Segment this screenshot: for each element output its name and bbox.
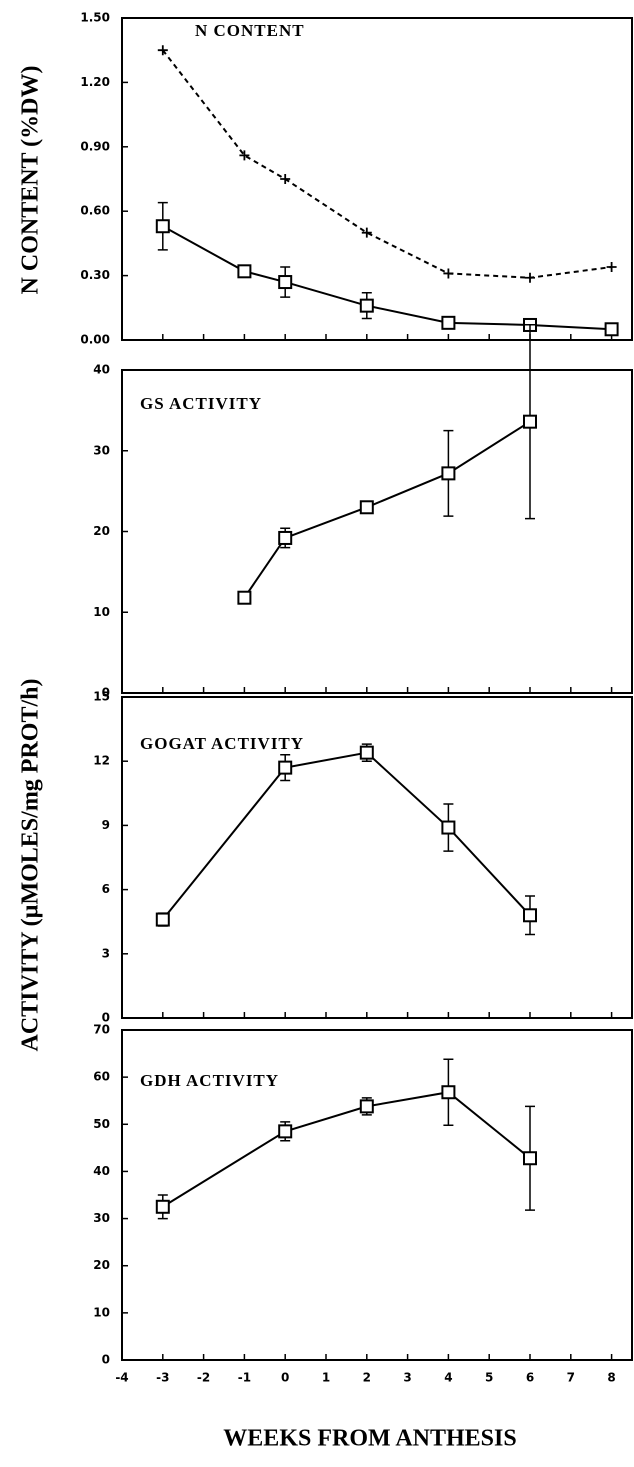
- marker: [523, 908, 537, 923]
- marker: [359, 500, 374, 515]
- marker: [239, 150, 250, 161]
- y-tick-label: 10: [93, 1305, 110, 1319]
- marker: [237, 264, 252, 279]
- data-line: [162, 1091, 531, 1208]
- y-tick-label: 0.60: [80, 204, 110, 218]
- y-tick-label: 40: [93, 1164, 110, 1178]
- plot-frame: [121, 17, 633, 341]
- y-tick-label: 1.50: [80, 11, 110, 25]
- marker: [278, 1124, 293, 1139]
- marker: [237, 590, 252, 605]
- marker: [523, 1151, 537, 1166]
- x-tick-label: 0: [281, 1371, 289, 1385]
- marker: [441, 315, 456, 330]
- marker: [441, 466, 456, 481]
- marker: [359, 745, 374, 760]
- marker: [604, 322, 619, 337]
- y-tick-label: 50: [93, 1117, 110, 1131]
- panel-title: GS ACTIVITY: [140, 394, 262, 413]
- data-line: [162, 751, 531, 921]
- marker: [155, 912, 170, 927]
- marker: [441, 820, 456, 835]
- marker: [443, 268, 454, 279]
- x-tick-label: 5: [485, 1371, 493, 1385]
- y-tick-label: 10: [93, 605, 110, 619]
- marker: [278, 530, 293, 545]
- y-tick-label: 1.20: [80, 75, 110, 89]
- x-tick-label: 8: [607, 1371, 615, 1385]
- y-tick-label: 3: [102, 946, 110, 960]
- marker: [525, 272, 535, 283]
- marker: [157, 45, 168, 56]
- y-tick-label: 30: [93, 443, 110, 457]
- plot-frame: [121, 1029, 633, 1361]
- y-tick-label: 6: [102, 882, 110, 896]
- y-tick-label: 12: [93, 754, 110, 768]
- y-tick-label: 0.00: [80, 333, 110, 347]
- y-tick-label: 70: [93, 1023, 110, 1037]
- plot-frame: [121, 696, 633, 1019]
- marker: [361, 227, 372, 238]
- y-axis-label: N CONTENT (%DW): [18, 66, 44, 295]
- data-line: [243, 420, 531, 599]
- y-tick-label: 0: [102, 686, 110, 700]
- marker: [359, 1099, 374, 1114]
- y-tick-label: 15: [93, 690, 110, 704]
- x-tick-label: -3: [156, 1371, 169, 1385]
- x-tick-label: 1: [322, 1371, 330, 1385]
- x-tick-label: 3: [403, 1371, 411, 1385]
- x-tick-label: 7: [567, 1371, 575, 1385]
- x-tick-label: 4: [444, 1371, 452, 1385]
- x-axis-label: WEEKS FROM ANTHESIS: [223, 1426, 516, 1452]
- x-tick-label: -4: [115, 1371, 128, 1385]
- marker: [155, 219, 170, 234]
- plot-frame: [121, 369, 633, 694]
- panel-title: GOGAT ACTIVITY: [140, 734, 304, 753]
- y-tick-label: 0.90: [80, 139, 110, 153]
- x-tick-label: -2: [197, 1371, 210, 1385]
- y-tick-label: 0.30: [80, 268, 110, 282]
- panel-title: N CONTENT: [195, 21, 305, 40]
- x-tick-label: 2: [363, 1371, 371, 1385]
- y-axis-label: ACTIVITY (µMOLES/mg PROT/h): [18, 679, 44, 1052]
- y-tick-label: 20: [93, 1258, 110, 1272]
- panel-title: GDH ACTIVITY: [140, 1071, 279, 1090]
- x-tick-label: 6: [526, 1371, 534, 1385]
- y-tick-label: 9: [102, 818, 110, 832]
- marker: [523, 414, 537, 429]
- y-tick-label: 0: [102, 1353, 110, 1367]
- marker: [278, 760, 293, 775]
- marker: [441, 1085, 456, 1100]
- y-tick-label: 20: [93, 524, 110, 538]
- y-tick-label: 40: [93, 363, 110, 377]
- y-tick-label: 0: [102, 1011, 110, 1025]
- marker: [155, 1199, 170, 1214]
- marker: [280, 174, 291, 184]
- x-tick-label: -1: [238, 1371, 251, 1385]
- data-line: [162, 225, 612, 331]
- y-tick-label: 60: [93, 1070, 110, 1084]
- y-tick-label: 30: [93, 1211, 110, 1225]
- data-line: [162, 49, 612, 279]
- marker: [278, 275, 293, 290]
- marker: [606, 262, 617, 273]
- marker: [359, 298, 374, 313]
